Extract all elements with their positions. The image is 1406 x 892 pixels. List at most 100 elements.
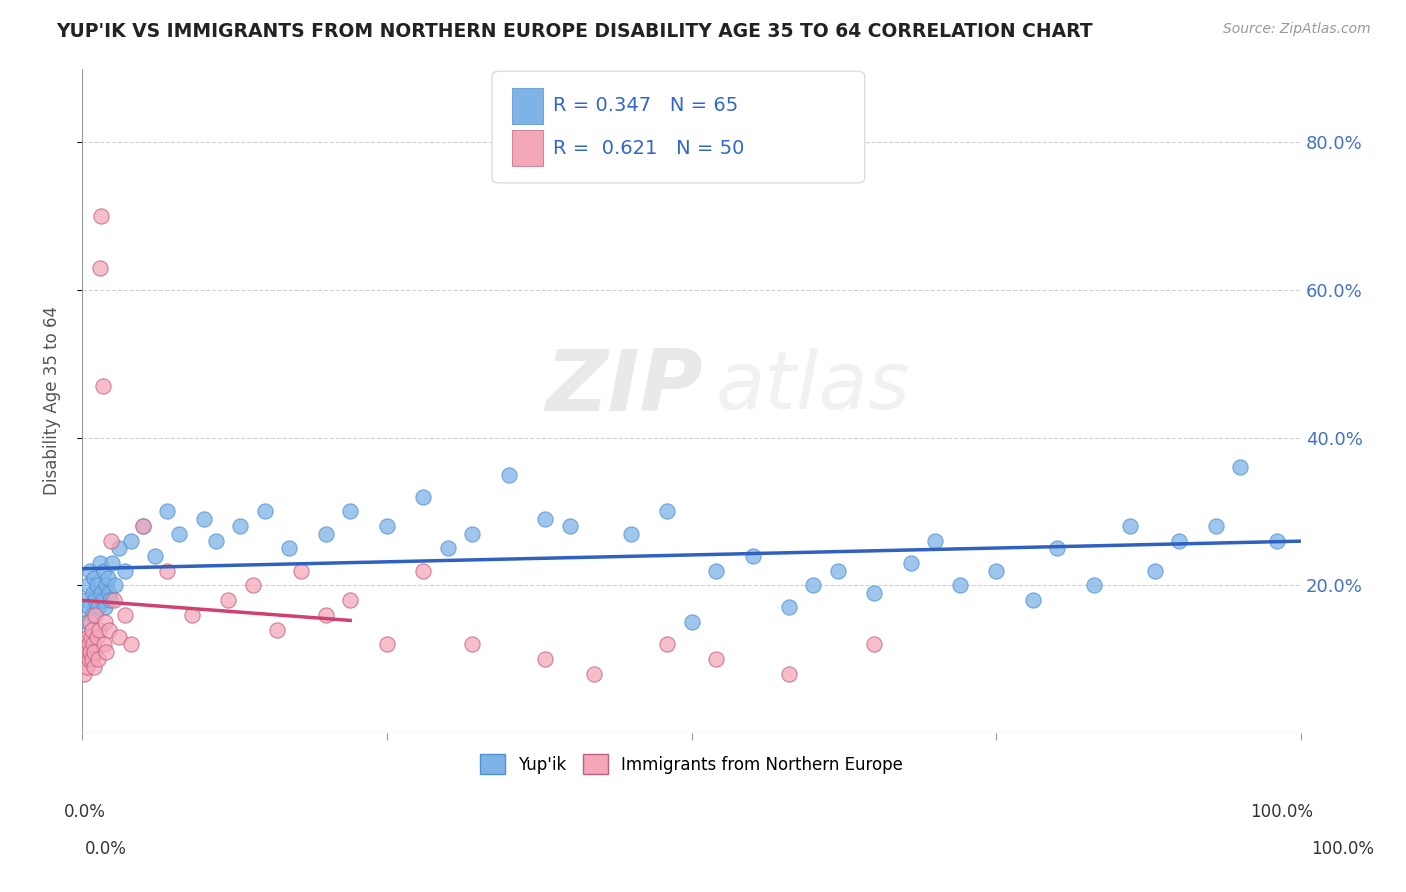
Point bbox=[80, 607, 103, 622]
Point bbox=[863, 585, 886, 599]
Point bbox=[90, 209, 112, 223]
Point bbox=[76, 615, 98, 630]
Point bbox=[1265, 534, 1288, 549]
Point bbox=[77, 630, 100, 644]
Point bbox=[76, 659, 98, 673]
Point bbox=[83, 571, 105, 585]
Point bbox=[103, 593, 125, 607]
Point bbox=[582, 667, 605, 681]
Point bbox=[86, 578, 108, 592]
Point bbox=[86, 630, 108, 644]
Point bbox=[339, 593, 361, 607]
Point bbox=[558, 519, 581, 533]
Point bbox=[657, 637, 679, 651]
Point bbox=[79, 645, 101, 659]
Point bbox=[87, 623, 110, 637]
Point bbox=[704, 564, 727, 578]
Point bbox=[278, 541, 301, 556]
Point bbox=[114, 564, 136, 578]
Point bbox=[89, 260, 111, 275]
Point bbox=[107, 630, 129, 644]
Point bbox=[91, 593, 114, 607]
Point bbox=[704, 652, 727, 666]
Point bbox=[375, 519, 398, 533]
Point bbox=[193, 512, 215, 526]
Point bbox=[84, 593, 107, 607]
Point bbox=[101, 556, 124, 570]
Point bbox=[169, 526, 191, 541]
Point bbox=[461, 637, 484, 651]
Point bbox=[83, 645, 105, 659]
Point bbox=[143, 549, 166, 563]
Point bbox=[82, 585, 104, 599]
Point bbox=[412, 490, 434, 504]
Point bbox=[1046, 541, 1069, 556]
Point bbox=[339, 504, 361, 518]
Point bbox=[76, 645, 98, 659]
Point bbox=[79, 615, 101, 630]
Point bbox=[1168, 534, 1191, 549]
Point bbox=[107, 541, 129, 556]
Text: 100.0%: 100.0% bbox=[1312, 840, 1374, 858]
Point bbox=[96, 578, 118, 592]
Point bbox=[681, 615, 703, 630]
Point bbox=[97, 623, 120, 637]
Text: ZIP: ZIP bbox=[546, 346, 703, 429]
Legend: Yup'ik, Immigrants from Northern Europe: Yup'ik, Immigrants from Northern Europe bbox=[474, 747, 910, 781]
Point bbox=[94, 615, 117, 630]
Point bbox=[100, 534, 122, 549]
Point bbox=[82, 637, 104, 651]
Point bbox=[534, 652, 557, 666]
Point bbox=[436, 541, 458, 556]
Point bbox=[90, 585, 112, 599]
Point bbox=[375, 637, 398, 651]
Point bbox=[93, 637, 115, 651]
Point bbox=[77, 578, 100, 592]
Point bbox=[77, 600, 100, 615]
Point bbox=[741, 549, 763, 563]
Point bbox=[94, 600, 117, 615]
Point bbox=[290, 564, 312, 578]
Point bbox=[91, 379, 114, 393]
Point bbox=[217, 593, 239, 607]
Point bbox=[84, 607, 107, 622]
Text: 0.0%: 0.0% bbox=[84, 840, 127, 858]
Point bbox=[132, 519, 155, 533]
Point bbox=[96, 571, 118, 585]
Point bbox=[778, 667, 800, 681]
Point bbox=[83, 659, 105, 673]
Point bbox=[104, 578, 127, 592]
Point bbox=[461, 526, 484, 541]
Point bbox=[949, 578, 972, 592]
Point bbox=[120, 534, 142, 549]
Point bbox=[75, 637, 97, 651]
Point bbox=[657, 504, 679, 518]
Point bbox=[229, 519, 252, 533]
Point bbox=[863, 637, 886, 651]
Point bbox=[315, 526, 337, 541]
Point bbox=[924, 534, 946, 549]
Point bbox=[1205, 519, 1227, 533]
Point bbox=[827, 564, 849, 578]
Text: 100.0%: 100.0% bbox=[1250, 803, 1313, 822]
Text: R = 0.347   N = 65: R = 0.347 N = 65 bbox=[553, 95, 738, 115]
Point bbox=[180, 607, 202, 622]
Point bbox=[79, 564, 101, 578]
Point bbox=[1143, 564, 1166, 578]
Point bbox=[803, 578, 825, 592]
Point bbox=[253, 504, 276, 518]
Point bbox=[498, 467, 520, 482]
Point bbox=[77, 652, 100, 666]
Point bbox=[534, 512, 557, 526]
Text: YUP'IK VS IMMIGRANTS FROM NORTHERN EUROPE DISABILITY AGE 35 TO 64 CORRELATION CH: YUP'IK VS IMMIGRANTS FROM NORTHERN EUROP… bbox=[56, 22, 1092, 41]
Point bbox=[87, 600, 110, 615]
Point bbox=[1083, 578, 1105, 592]
Text: R =  0.621   N = 50: R = 0.621 N = 50 bbox=[553, 139, 744, 159]
Text: Source: ZipAtlas.com: Source: ZipAtlas.com bbox=[1223, 22, 1371, 37]
Point bbox=[87, 652, 110, 666]
Point bbox=[412, 564, 434, 578]
Point bbox=[1229, 460, 1251, 475]
Point bbox=[900, 556, 922, 570]
Text: 0.0%: 0.0% bbox=[63, 803, 105, 822]
Point bbox=[80, 652, 103, 666]
